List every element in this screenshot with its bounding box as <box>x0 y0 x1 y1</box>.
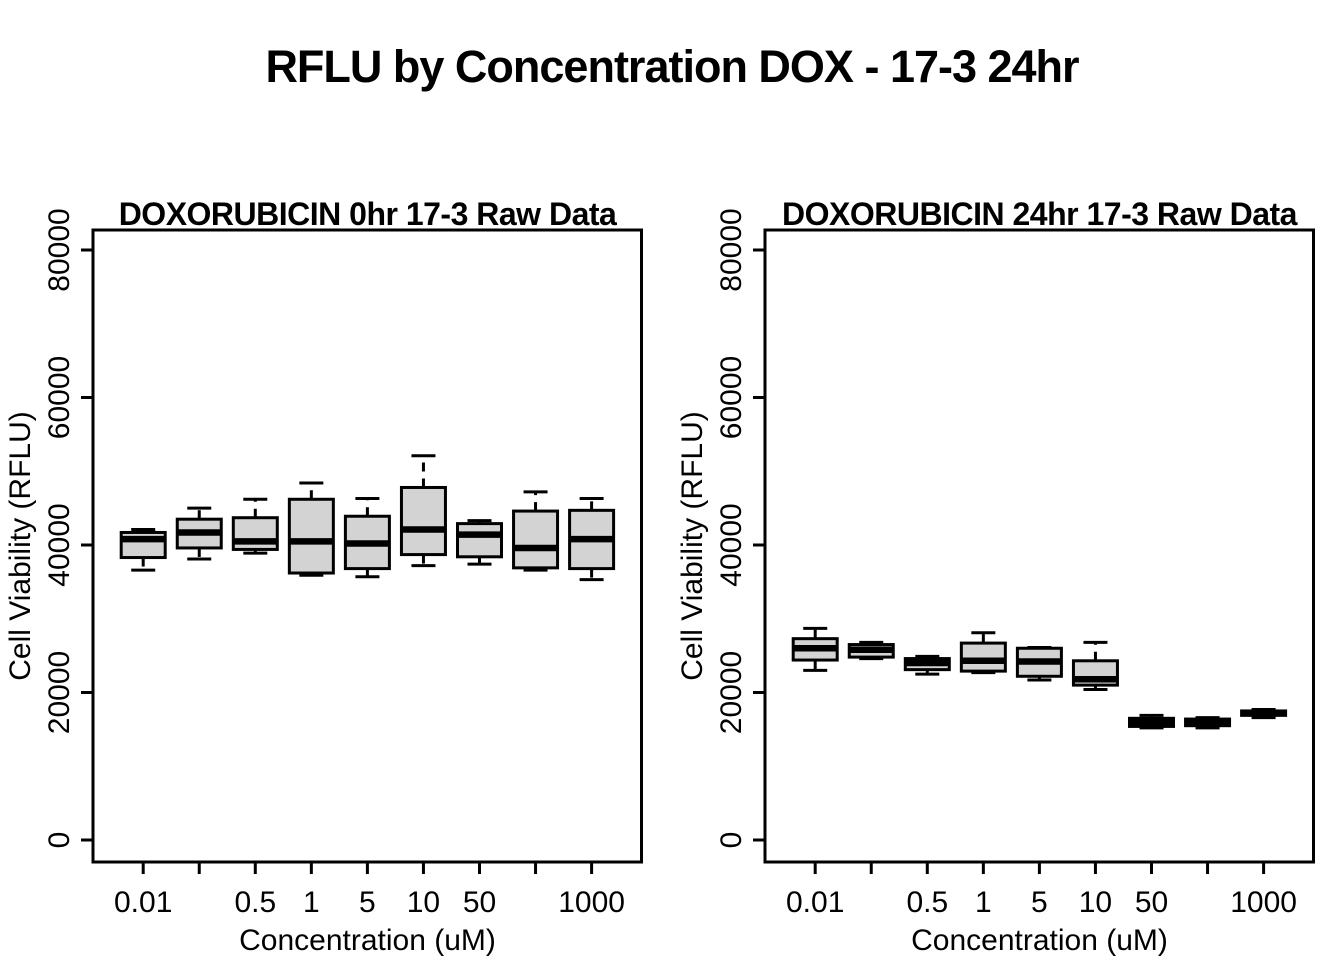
panel-0hr-title: DOXORUBICIN 0hr 17-3 Raw Data <box>118 196 617 232</box>
boxplot-group <box>1071 640 1119 692</box>
x-tick-label: 10 <box>1079 886 1112 919</box>
boxplot-group <box>1184 716 1232 730</box>
boxplot-group <box>568 497 616 582</box>
x-tick-label: 1000 <box>558 886 625 919</box>
x-tick-label: 50 <box>1135 886 1168 919</box>
iqr-box <box>959 641 1007 673</box>
boxplot-group <box>959 631 1007 675</box>
y-tick-label: 80000 <box>43 208 76 291</box>
boxplot-group <box>399 454 447 568</box>
panel-24hr: DOXORUBICIN 24hr 17-3 Raw Data 0 20000 400… <box>672 0 1344 960</box>
boxplot-group <box>1240 707 1288 720</box>
boxplot-group <box>175 506 223 561</box>
x-tick-label: 1 <box>303 886 320 919</box>
x-tick-label: 0.01 <box>114 886 172 919</box>
x-tick-label: 0.01 <box>786 886 844 919</box>
boxplot-group <box>791 626 839 672</box>
iqr-box <box>399 485 447 557</box>
x-tick-label: 50 <box>463 886 496 919</box>
x-tick-label: 0.5 <box>906 886 948 919</box>
y-tick-label: 60000 <box>43 356 76 439</box>
y-tick-label: 80000 <box>715 208 748 291</box>
panel-24hr-x-axis-label: Concentration (uM) <box>911 924 1168 957</box>
panel-0hr-plot: 0 20000 40000 60000 80000 0.01 0.5 1 5 10 50 1000 <box>43 208 643 919</box>
boxplot-group <box>231 497 279 555</box>
panel-24hr-y-axis-label: Cell Viability (RFLU) <box>676 411 709 681</box>
iqr-box <box>287 497 335 575</box>
boxplot-group <box>903 654 951 676</box>
plot-border <box>763 228 1315 864</box>
panel-0hr-x-axis-label: Concentration (uM) <box>239 924 496 957</box>
y-tick-label: 40000 <box>715 503 748 586</box>
x-tick-label: 5 <box>359 886 376 919</box>
boxplot-group <box>1015 646 1063 682</box>
panel-0hr-y-axis-label: Cell Viability (RFLU) <box>4 411 37 681</box>
plot-border <box>91 228 643 864</box>
y-tick-label: 0 <box>715 832 748 849</box>
y-tick-label: 0 <box>43 832 76 849</box>
panel-24hr-plot: 0 20000 40000 60000 80000 0.01 0.5 1 5 10 50 1000 <box>715 208 1315 919</box>
x-tick-label: 1 <box>975 886 992 919</box>
boxplot-group <box>512 490 560 572</box>
boxplot-group <box>847 640 895 661</box>
main-title: RFLU by Concentration DOX - 17-3 24hr <box>265 41 1079 92</box>
y-tick-label: 60000 <box>715 356 748 439</box>
panel-0hr: DOXORUBICIN 0hr 17-3 Raw Data 0 20000 4000… <box>4 196 643 957</box>
x-tick-label: 5 <box>1031 886 1048 919</box>
panel-24hr-title: DOXORUBICIN 24hr 17-3 Raw Data <box>782 196 1297 232</box>
iqr-box <box>456 522 503 559</box>
iqr-box <box>512 509 560 570</box>
boxplot-group <box>343 497 391 579</box>
y-tick-label: 40000 <box>43 503 76 586</box>
boxplot-group <box>287 481 335 577</box>
y-tick-label: 20000 <box>43 651 76 734</box>
x-tick-label: 0.5 <box>234 886 276 919</box>
y-tick-label: 20000 <box>715 651 748 734</box>
boxplot-group <box>119 528 167 572</box>
x-tick-label: 10 <box>407 886 440 919</box>
iqr-box <box>231 516 279 551</box>
boxplot-group <box>1128 713 1175 730</box>
x-tick-label: 1000 <box>1230 886 1297 919</box>
boxplot-group <box>456 519 503 566</box>
